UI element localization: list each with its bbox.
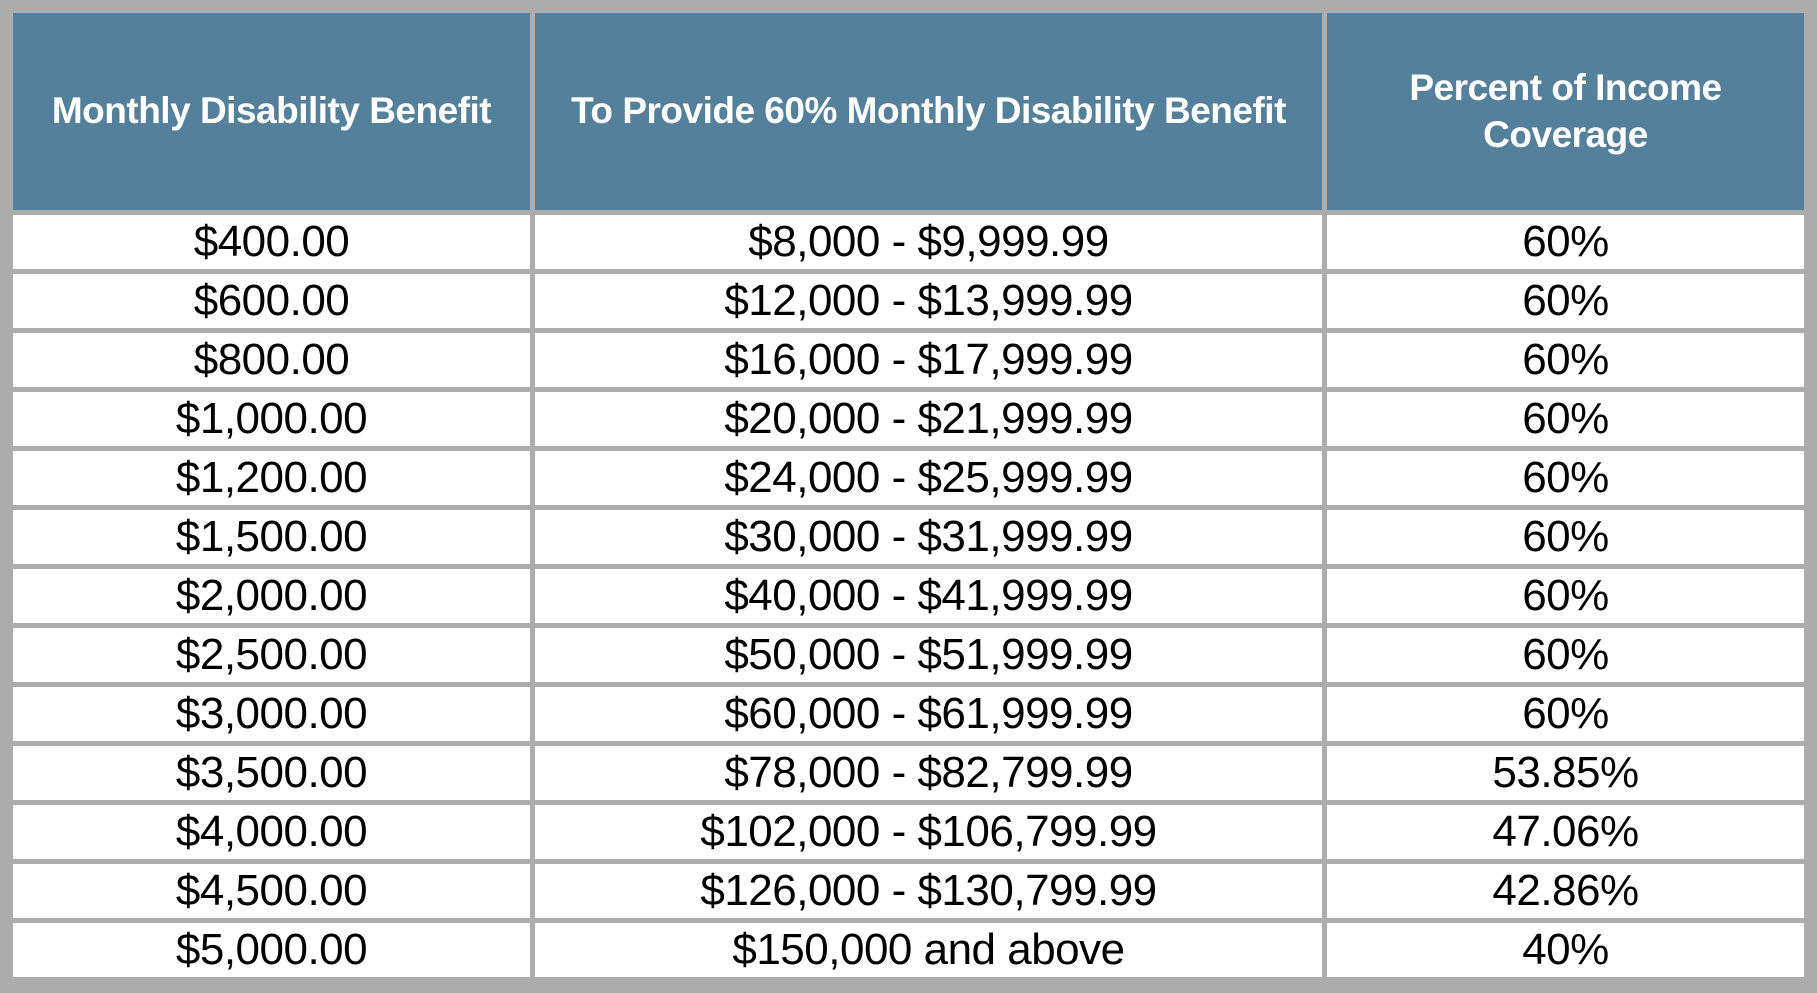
table-row: $600.00 $12,000 - $13,999.99 60% [13, 274, 1804, 328]
cell-monthly-benefit: $1,200.00 [13, 451, 530, 505]
cell-income-range: $40,000 - $41,999.99 [535, 569, 1322, 623]
cell-income-range: $50,000 - $51,999.99 [535, 628, 1322, 682]
table-row: $4,000.00 $102,000 - $106,799.99 47.06% [13, 805, 1804, 859]
cell-monthly-benefit: $400.00 [13, 215, 530, 269]
cell-percent-coverage: 60% [1327, 215, 1804, 269]
table-row: $3,500.00 $78,000 - $82,799.99 53.85% [13, 746, 1804, 800]
cell-monthly-benefit: $2,000.00 [13, 569, 530, 623]
table-row: $1,200.00 $24,000 - $25,999.99 60% [13, 451, 1804, 505]
column-header-percent-coverage: Percent of Income Coverage [1327, 13, 1804, 210]
cell-monthly-benefit: $2,500.00 [13, 628, 530, 682]
cell-monthly-benefit: $1,000.00 [13, 392, 530, 446]
table-row: $2,000.00 $40,000 - $41,999.99 60% [13, 569, 1804, 623]
table-row: $5,000.00 $150,000 and above 40% [13, 923, 1804, 977]
column-header-income-range: To Provide 60% Monthly Disability Benefi… [535, 13, 1322, 210]
cell-income-range: $150,000 and above [535, 923, 1322, 977]
cell-monthly-benefit: $3,500.00 [13, 746, 530, 800]
table-row: $1,000.00 $20,000 - $21,999.99 60% [13, 392, 1804, 446]
cell-income-range: $126,000 - $130,799.99 [535, 864, 1322, 918]
cell-percent-coverage: 60% [1327, 451, 1804, 505]
cell-income-range: $20,000 - $21,999.99 [535, 392, 1322, 446]
cell-percent-coverage: 40% [1327, 923, 1804, 977]
cell-income-range: $24,000 - $25,999.99 [535, 451, 1322, 505]
table-row: $4,500.00 $126,000 - $130,799.99 42.86% [13, 864, 1804, 918]
cell-income-range: $60,000 - $61,999.99 [535, 687, 1322, 741]
disability-benefit-table: Monthly Disability Benefit To Provide 60… [8, 8, 1809, 982]
cell-percent-coverage: 60% [1327, 274, 1804, 328]
cell-monthly-benefit: $600.00 [13, 274, 530, 328]
table-row: $2,500.00 $50,000 - $51,999.99 60% [13, 628, 1804, 682]
table-row: $400.00 $8,000 - $9,999.99 60% [13, 215, 1804, 269]
cell-percent-coverage: 42.86% [1327, 864, 1804, 918]
cell-monthly-benefit: $4,500.00 [13, 864, 530, 918]
cell-monthly-benefit: $3,000.00 [13, 687, 530, 741]
cell-monthly-benefit: $4,000.00 [13, 805, 530, 859]
table-row: $3,000.00 $60,000 - $61,999.99 60% [13, 687, 1804, 741]
cell-percent-coverage: 60% [1327, 569, 1804, 623]
cell-income-range: $30,000 - $31,999.99 [535, 510, 1322, 564]
cell-percent-coverage: 60% [1327, 628, 1804, 682]
table-header: Monthly Disability Benefit To Provide 60… [13, 13, 1804, 210]
table-row: $1,500.00 $30,000 - $31,999.99 60% [13, 510, 1804, 564]
header-row: Monthly Disability Benefit To Provide 60… [13, 13, 1804, 210]
cell-monthly-benefit: $1,500.00 [13, 510, 530, 564]
cell-percent-coverage: 60% [1327, 510, 1804, 564]
table-body: $400.00 $8,000 - $9,999.99 60% $600.00 $… [13, 215, 1804, 977]
cell-income-range: $8,000 - $9,999.99 [535, 215, 1322, 269]
cell-percent-coverage: 60% [1327, 392, 1804, 446]
cell-monthly-benefit: $5,000.00 [13, 923, 530, 977]
cell-income-range: $78,000 - $82,799.99 [535, 746, 1322, 800]
cell-monthly-benefit: $800.00 [13, 333, 530, 387]
column-header-monthly-benefit: Monthly Disability Benefit [13, 13, 530, 210]
cell-percent-coverage: 60% [1327, 333, 1804, 387]
table-row: $800.00 $16,000 - $17,999.99 60% [13, 333, 1804, 387]
cell-percent-coverage: 60% [1327, 687, 1804, 741]
cell-percent-coverage: 47.06% [1327, 805, 1804, 859]
cell-percent-coverage: 53.85% [1327, 746, 1804, 800]
cell-income-range: $12,000 - $13,999.99 [535, 274, 1322, 328]
cell-income-range: $16,000 - $17,999.99 [535, 333, 1322, 387]
cell-income-range: $102,000 - $106,799.99 [535, 805, 1322, 859]
